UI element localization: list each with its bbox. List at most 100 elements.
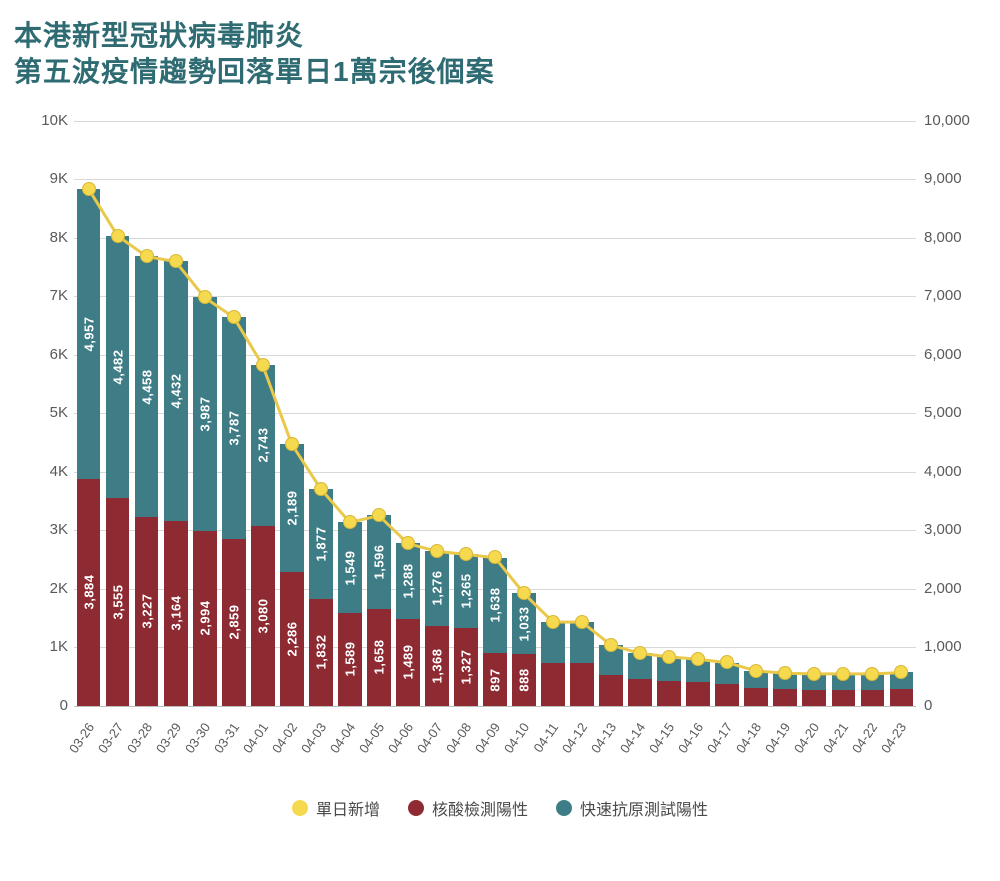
- bar-segment-nucleic: 1,489: [396, 619, 420, 706]
- trend-marker: [227, 310, 241, 324]
- x-axis-tick: 04-16: [675, 720, 706, 756]
- trend-marker: [517, 586, 531, 600]
- bar-column: 735700: [541, 622, 565, 706]
- bar-segment-nucleic: 520: [599, 675, 623, 705]
- bar-column: 2,859 3,787: [222, 317, 246, 706]
- x-axis-tick: 04-14: [617, 720, 648, 756]
- bar-segment-rapid: 1,276: [425, 551, 449, 626]
- bar-column: 2,286 2,189: [280, 444, 304, 706]
- bar-value-nucleic: 897: [487, 668, 502, 691]
- trend-marker: [662, 650, 676, 664]
- bar-segment-nucleic: 300: [744, 688, 768, 706]
- chart-area: 001K1,0002K2,0003K3,0004K4,0005K5,0006K6…: [14, 121, 986, 881]
- y-axis-left-tick: 8K: [50, 229, 68, 246]
- x-axis-tick: 04-01: [240, 720, 271, 756]
- bar-column: 3,8844,957: [77, 189, 101, 706]
- y-axis-left-tick: 6K: [50, 346, 68, 363]
- y-axis-left-tick: 5K: [50, 404, 68, 421]
- trend-marker: [343, 515, 357, 529]
- bar-segment-nucleic: 420: [657, 681, 681, 706]
- bar-value-nucleic: 1,658: [371, 640, 386, 675]
- bar-value-nucleic: 1,489: [400, 645, 415, 680]
- trend-marker: [285, 437, 299, 451]
- x-axis-tick: 04-17: [704, 720, 735, 756]
- bar-segment-nucleic: 734: [570, 663, 594, 706]
- x-axis-tick: 04-12: [559, 720, 590, 756]
- bar-value-nucleic: 1,327: [458, 649, 473, 684]
- bar-segment-nucleic: 3,555: [106, 498, 130, 706]
- legend-item-daily-new: 單日新增: [292, 796, 380, 820]
- trend-marker: [430, 544, 444, 558]
- legend-item-rapid: 快速抗原測試陽性: [556, 796, 708, 820]
- trend-marker: [546, 615, 560, 629]
- bar-value-nucleic: 888: [517, 668, 532, 691]
- trend-marker: [575, 615, 589, 629]
- trend-marker: [836, 667, 850, 681]
- bar-column: 3,5554,482: [106, 236, 130, 706]
- legend-item-nucleic-label: 核酸檢測陽性: [432, 796, 528, 820]
- x-axis-tick: 03-31: [211, 720, 242, 756]
- y-axis-right-tick: 10,000: [924, 112, 970, 129]
- bar-segment-rapid: 3,987: [193, 297, 217, 530]
- x-axis-tick: 04-20: [791, 720, 822, 756]
- bar-value-nucleic: 3,164: [168, 596, 183, 631]
- y-axis-left-tick: 9K: [50, 170, 68, 187]
- bar-segment-rapid: 1,549: [338, 522, 362, 613]
- bar-segment-nucleic: 2,286: [280, 572, 304, 706]
- bar-segment-rapid: 4,458: [135, 256, 159, 517]
- bar-segment-nucleic: 2,859: [222, 539, 246, 706]
- bar-segment-rapid: 1,033: [512, 593, 536, 653]
- bar-column: 400400: [686, 659, 710, 706]
- trend-marker: [140, 249, 154, 263]
- bar-segment-nucleic: 2,994: [193, 531, 217, 706]
- trend-marker: [807, 667, 821, 681]
- x-axis-tick: 04-03: [298, 720, 329, 756]
- bar-value-rapid: 1,288: [400, 563, 415, 598]
- bar-segment-nucleic: 888: [512, 654, 536, 706]
- bar-segment-nucleic: 370: [715, 684, 739, 706]
- bar-segment-nucleic: 3,227: [135, 517, 159, 706]
- bar-segment-nucleic: 270: [802, 690, 826, 706]
- bar-column: 888 1,033: [512, 593, 536, 705]
- trend-marker: [198, 290, 212, 304]
- bar-segment-nucleic: 3,164: [164, 521, 188, 706]
- title-line-2: 第五波疫情趨勢回落單日1萬宗後個案: [14, 56, 495, 87]
- bar-segment-nucleic: 270: [861, 690, 885, 706]
- x-axis-tick: 04-21: [820, 720, 851, 756]
- y-axis-left-tick: 0: [60, 697, 68, 714]
- bar-value-rapid: 4,432: [168, 374, 183, 409]
- title-line-1: 本港新型冠狀病毒肺炎: [14, 20, 304, 51]
- bar-segment-rapid: 1,288: [396, 543, 420, 618]
- legend-item-nucleic-swatch: [408, 800, 424, 816]
- x-axis-tick: 04-19: [762, 720, 793, 756]
- y-axis-right-tick: 3,000: [924, 521, 962, 538]
- x-axis-tick: 04-04: [327, 720, 358, 756]
- bar-column: 1,489 1,288: [396, 543, 420, 705]
- bar-segment-nucleic: 3,884: [77, 479, 101, 706]
- bar-value-rapid: 1,549: [342, 550, 357, 585]
- y-axis-right-tick: 6,000: [924, 346, 962, 363]
- x-axis-tick: 03-27: [94, 720, 125, 756]
- bar-value-rapid: 2,189: [284, 491, 299, 526]
- trend-marker: [691, 652, 705, 666]
- trend-marker: [865, 667, 879, 681]
- bar-column: 420420: [657, 657, 681, 706]
- x-axis-tick: 04-09: [472, 720, 503, 756]
- bar-segment-rapid: 1,638: [483, 558, 507, 654]
- bar-segment-rapid: 1,596: [367, 515, 391, 608]
- bar-value-nucleic: 2,859: [226, 605, 241, 640]
- bar-segment-rapid: 3,787: [222, 317, 246, 539]
- trend-marker: [459, 547, 473, 561]
- y-axis-right-tick: 9,000: [924, 170, 962, 187]
- bar-value-nucleic: 3,884: [81, 575, 96, 610]
- bar-segment-rapid: 2,189: [280, 444, 304, 572]
- bar-segment-rapid: 1,265: [454, 554, 478, 628]
- x-axis-tick: 04-11: [531, 720, 562, 755]
- x-axis-tick: 03-30: [182, 720, 213, 756]
- bar-column: 897 1,638: [483, 557, 507, 705]
- trend-marker: [488, 550, 502, 564]
- bar-column: 1,327 1,265: [454, 554, 478, 706]
- bar-segment-nucleic: 280: [773, 689, 797, 705]
- x-axis-tick: 04-05: [356, 720, 387, 756]
- y-axis-right-tick: 5,000: [924, 404, 962, 421]
